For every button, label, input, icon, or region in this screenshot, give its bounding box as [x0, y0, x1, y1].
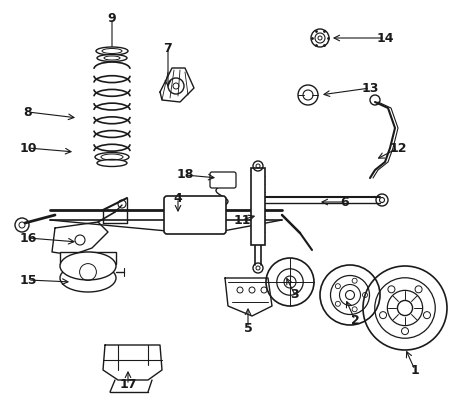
Bar — [60, 252, 116, 264]
Text: 5: 5 — [243, 322, 252, 335]
Text: 15: 15 — [19, 273, 37, 286]
Ellipse shape — [60, 264, 116, 292]
Text: 16: 16 — [19, 232, 36, 245]
Ellipse shape — [97, 160, 127, 166]
Text: 18: 18 — [176, 168, 193, 181]
Text: 6: 6 — [340, 196, 349, 209]
Text: 17: 17 — [119, 379, 136, 392]
Text: 13: 13 — [360, 81, 378, 94]
Text: 7: 7 — [163, 41, 172, 55]
Text: 11: 11 — [233, 213, 250, 226]
Text: 12: 12 — [389, 141, 406, 154]
Bar — [250, 168, 264, 245]
Text: 10: 10 — [19, 141, 37, 154]
Text: 4: 4 — [173, 192, 182, 205]
Text: 1: 1 — [410, 364, 419, 377]
Ellipse shape — [97, 55, 127, 62]
FancyBboxPatch shape — [164, 196, 226, 234]
FancyBboxPatch shape — [210, 172, 236, 188]
Text: 8: 8 — [24, 105, 32, 119]
Ellipse shape — [96, 47, 128, 55]
Ellipse shape — [95, 153, 129, 162]
Text: 2: 2 — [350, 313, 359, 326]
Ellipse shape — [60, 252, 116, 280]
Text: 3: 3 — [290, 288, 298, 301]
Text: 14: 14 — [375, 32, 393, 45]
Text: 9: 9 — [107, 11, 116, 24]
